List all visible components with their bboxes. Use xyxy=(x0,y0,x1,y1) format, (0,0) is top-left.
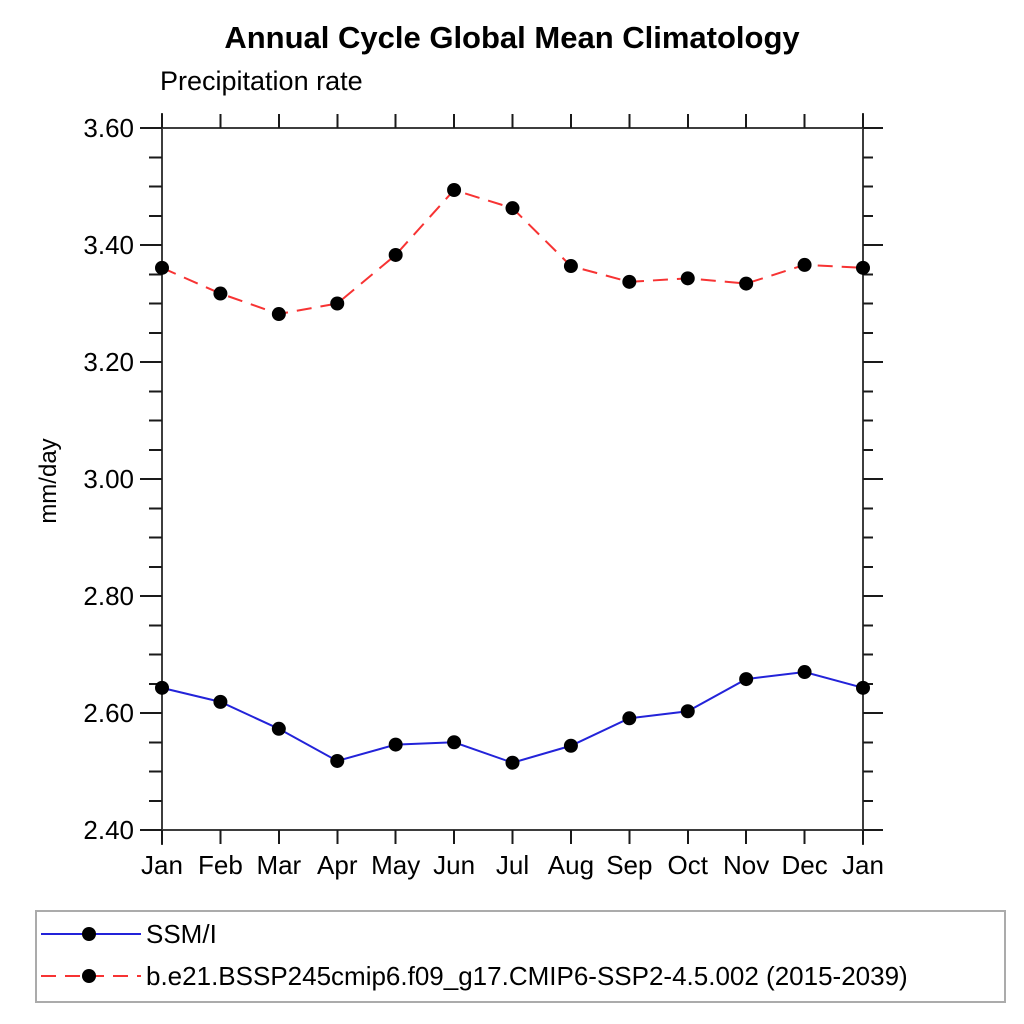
axis-ticks xyxy=(140,114,883,844)
y-tick-label: 2.40 xyxy=(83,815,134,845)
legend-entry-model: b.e21.BSSP245cmip6.f09_g17.CMIP6-SSP2-4.… xyxy=(40,958,908,994)
legend: SSM/I b.e21.BSSP245cmip6.f09_g17.CMIP6-S… xyxy=(35,910,1006,1003)
data-point-marker xyxy=(797,665,812,680)
data-point-marker xyxy=(388,247,403,262)
y-tick-label: 3.00 xyxy=(83,464,134,494)
data-point-marker xyxy=(330,296,345,311)
data-point-marker xyxy=(622,711,637,726)
data-point-marker xyxy=(680,704,695,719)
x-tick-label: Jan xyxy=(141,850,183,880)
y-tick-label: 3.60 xyxy=(83,113,134,143)
chart-title: Annual Cycle Global Mean Climatology xyxy=(224,20,800,55)
legend-label-ssmi: SSM/I xyxy=(146,918,217,949)
chart-subtitle: Precipitation rate xyxy=(160,66,363,96)
data-point-marker xyxy=(797,257,812,272)
legend-solid-line-sample xyxy=(41,927,141,941)
x-tick-label: Feb xyxy=(198,850,243,880)
data-point-marker xyxy=(271,307,286,322)
legend-marker-dot xyxy=(82,927,96,941)
series-markers-1 xyxy=(155,183,870,322)
data-point-marker xyxy=(155,260,169,275)
x-tick-label: Jun xyxy=(433,850,475,880)
x-tick-label: May xyxy=(371,850,420,880)
x-tick-label: Jan xyxy=(842,850,884,880)
data-point-marker xyxy=(213,694,228,709)
data-point-marker xyxy=(388,737,403,752)
y-tick-label: 2.80 xyxy=(83,581,134,611)
y-tick-label: 2.60 xyxy=(83,698,134,728)
x-tick-label: Mar xyxy=(256,850,301,880)
legend-marker-dot xyxy=(82,969,96,983)
data-point-marker xyxy=(505,755,520,770)
plot-frame xyxy=(140,113,880,845)
data-point-marker xyxy=(505,201,520,216)
data-point-marker xyxy=(563,738,578,753)
series-markers-0 xyxy=(155,665,870,770)
data-point-marker xyxy=(271,721,286,736)
data-point-marker xyxy=(856,680,870,695)
data-point-marker xyxy=(563,259,578,274)
x-tick-label: Oct xyxy=(668,850,709,880)
data-point-marker xyxy=(622,274,637,289)
x-tick-label: Aug xyxy=(548,850,594,880)
data-point-marker xyxy=(155,680,169,695)
y-tick-label: 3.40 xyxy=(83,230,134,260)
legend-dashed-line-sample xyxy=(41,969,141,983)
data-point-marker xyxy=(739,672,754,687)
data-point-marker xyxy=(330,753,345,768)
x-tick-label: Apr xyxy=(317,850,358,880)
x-tick-label: Sep xyxy=(606,850,652,880)
y-tick-label: 3.20 xyxy=(83,347,134,377)
series-line-0 xyxy=(161,671,864,764)
data-point-marker xyxy=(739,276,754,291)
legend-entry-ssmi: SSM/I xyxy=(40,916,217,952)
x-tick-label: Dec xyxy=(781,850,827,880)
x-tick-label: Nov xyxy=(723,850,769,880)
legend-label-model: b.e21.BSSP245cmip6.f09_g17.CMIP6-SSP2-4.… xyxy=(146,960,908,991)
data-point-marker xyxy=(213,286,228,301)
data-point-marker xyxy=(447,183,462,198)
axis-tick-labels: 2.40 2.60 2.80 3.00 3.20 3.40 3.60 Jan Feb Mar Apr… xyxy=(83,113,884,880)
x-tick-label: Jul xyxy=(496,850,529,880)
data-point-marker xyxy=(856,260,870,275)
data-point-marker xyxy=(680,271,695,286)
data-point-marker xyxy=(447,735,462,750)
